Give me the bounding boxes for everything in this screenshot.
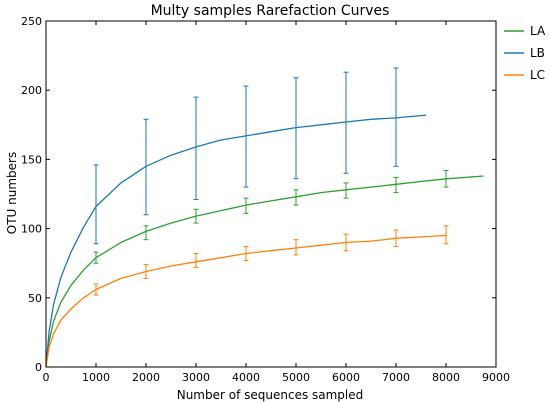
plot-frame xyxy=(45,20,497,368)
error-bar xyxy=(293,77,299,180)
series-line xyxy=(45,114,427,368)
x-tick-label: 6000 xyxy=(332,371,360,384)
x-tick-label: 2000 xyxy=(132,371,160,384)
x-tick-label: 1000 xyxy=(82,371,110,384)
error-bar xyxy=(343,233,349,252)
x-tick-label: 9000 xyxy=(482,371,510,384)
error-bar xyxy=(393,176,399,194)
error-bar xyxy=(243,197,249,214)
error-bar xyxy=(293,189,299,206)
error-bar xyxy=(293,239,299,256)
error-bar xyxy=(93,164,99,245)
y-tick-label: 150 xyxy=(21,153,42,166)
axis-ticks: 0 1000 2000 3000 4000 5000 6000 7000 8000 9000 0 50… xyxy=(21,15,510,384)
error-bar xyxy=(343,71,349,174)
error-bar xyxy=(393,229,399,248)
error-bar xyxy=(93,251,99,264)
series-la xyxy=(45,169,484,368)
legend-item-lb: LB xyxy=(504,46,545,60)
error-bar xyxy=(343,182,349,199)
x-tick-label: 3000 xyxy=(182,371,210,384)
error-bar xyxy=(243,85,249,188)
error-bar xyxy=(193,208,199,224)
legend: LA LB LC xyxy=(504,24,546,82)
series-lc xyxy=(45,225,449,368)
legend-label: LB xyxy=(530,46,545,60)
error-bar xyxy=(143,264,149,279)
y-tick-label: 250 xyxy=(21,15,42,28)
x-tick-label: 5000 xyxy=(282,371,310,384)
y-axis-label: OTU numbers xyxy=(5,152,19,234)
legend-label: LA xyxy=(530,24,546,38)
y-tick-label: 0 xyxy=(35,361,42,374)
error-bar xyxy=(143,225,149,241)
x-tick-label: 8000 xyxy=(432,371,460,384)
error-bar xyxy=(193,253,199,268)
error-bar xyxy=(93,283,99,296)
chart-title: Multy samples Rarefaction Curves xyxy=(151,3,390,19)
y-tick-label: 100 xyxy=(21,223,42,236)
x-tick-label: 7000 xyxy=(382,371,410,384)
series-line xyxy=(45,175,484,368)
legend-item-la: LA xyxy=(504,24,546,38)
error-bar xyxy=(243,246,249,261)
error-bar xyxy=(443,225,449,245)
legend-label: LC xyxy=(530,68,545,82)
series-lb xyxy=(45,67,427,368)
legend-item-lc: LC xyxy=(504,68,545,82)
error-bar xyxy=(393,67,399,167)
x-axis-label: Number of sequences sampled xyxy=(177,388,364,402)
error-bar xyxy=(443,169,449,188)
plot-area xyxy=(45,67,484,368)
y-tick-label: 200 xyxy=(21,84,42,97)
error-bar xyxy=(143,118,149,216)
x-tick-label: 4000 xyxy=(232,371,260,384)
x-tick-label: 0 xyxy=(43,371,50,384)
y-tick-label: 50 xyxy=(28,292,42,305)
error-bar xyxy=(193,96,199,201)
